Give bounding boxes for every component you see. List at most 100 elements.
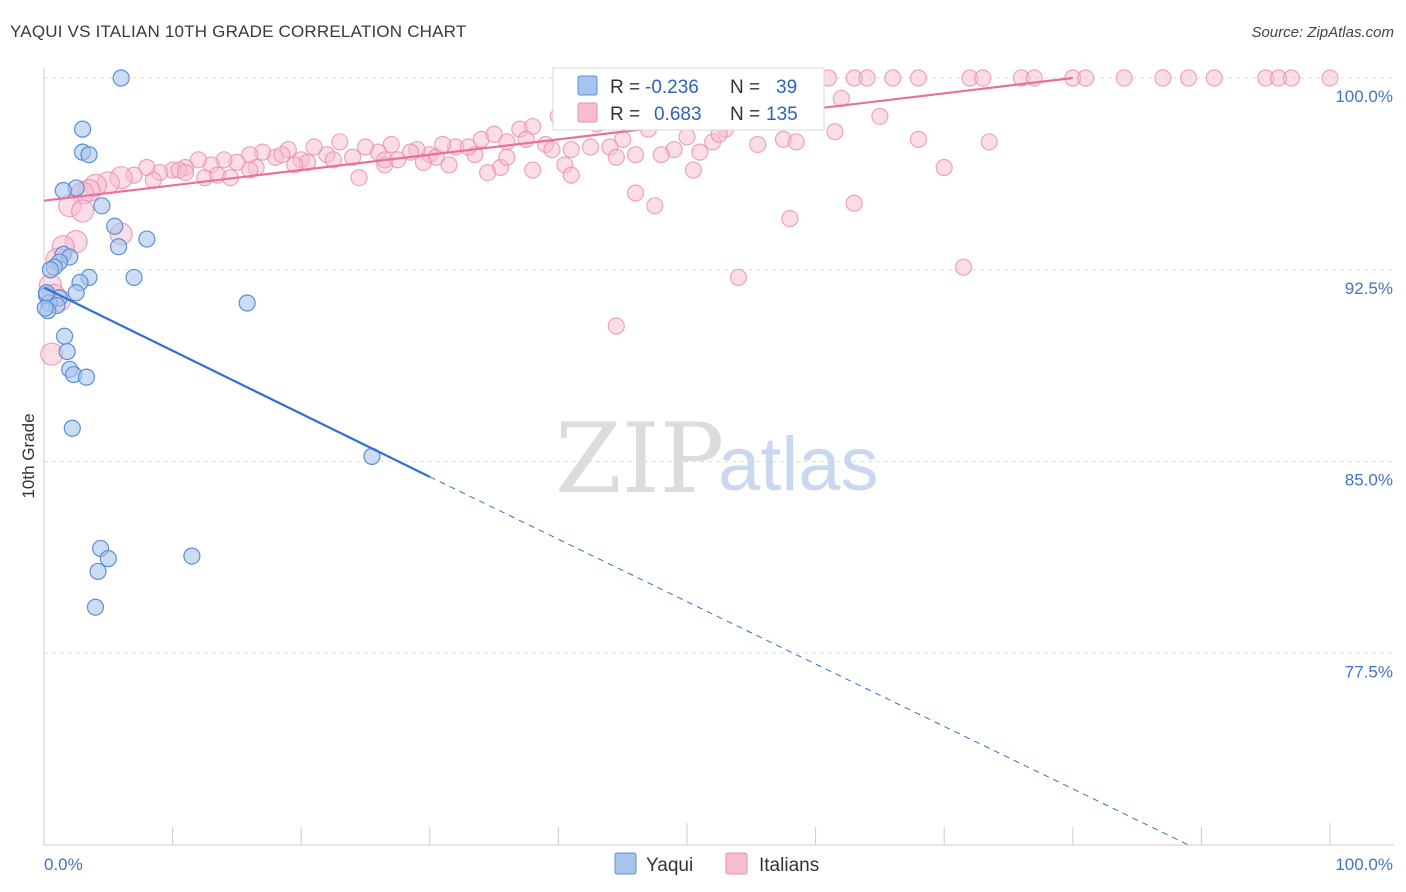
- italians-point: [749, 135, 767, 154]
- italians-point: [980, 133, 998, 151]
- y-tick-label-0: 77.5%: [1345, 662, 1393, 681]
- yaqui-point: [99, 550, 117, 568]
- legend-italians-label: Italians: [759, 855, 819, 876]
- italians-point: [344, 148, 362, 166]
- watermark-atlas: atlas: [718, 422, 879, 507]
- yaqui-r-label: R =: [610, 77, 640, 98]
- yaqui-trend-line: [43, 286, 431, 478]
- yaqui-swatch: [577, 75, 598, 96]
- italians-point: [781, 210, 799, 228]
- yaqui-point: [106, 217, 124, 235]
- italians-point: [273, 146, 291, 164]
- italians-point: [524, 161, 542, 179]
- italians-point: [350, 169, 368, 187]
- italians-r-label: R =: [610, 104, 640, 125]
- italians-point: [382, 135, 400, 154]
- italians-point: [626, 184, 645, 202]
- italians-point: [691, 143, 709, 161]
- italians-point: [581, 138, 600, 156]
- yaqui-point: [54, 181, 72, 200]
- italians-point: [652, 146, 670, 164]
- yaqui-point: [89, 562, 107, 581]
- italians-point: [1282, 69, 1301, 87]
- legend-italians-swatch: [725, 852, 748, 875]
- italians-point: [189, 151, 207, 169]
- italians-point: [646, 197, 664, 215]
- italians-point: [331, 133, 349, 151]
- yaqui-points: [36, 69, 381, 616]
- italians-point: [1205, 69, 1223, 87]
- stats-legend-box: [552, 67, 825, 131]
- y-tick-labels: 77.5% 85.0% 92.5% 100.0%: [1335, 87, 1393, 681]
- italians-point: [440, 156, 458, 174]
- italians-point: [1179, 69, 1198, 87]
- yaqui-point: [63, 419, 81, 437]
- italians-point: [909, 130, 928, 148]
- italians-point: [607, 317, 625, 335]
- x-tick-labels: 0.0% 100.0%: [44, 855, 1393, 874]
- italians-point: [858, 69, 876, 87]
- yaqui-r-value: -0.236: [645, 77, 699, 98]
- italians-point: [498, 148, 516, 166]
- italians-point: [479, 163, 497, 182]
- italians-point: [684, 161, 703, 179]
- italians-point: [1077, 69, 1095, 87]
- italians-point: [845, 194, 863, 212]
- italians-point: [954, 258, 973, 276]
- italians-point: [286, 156, 304, 174]
- italians-point: [884, 69, 902, 87]
- chart-title: YAQUI VS ITALIAN 10TH GRADE CORRELATION …: [10, 22, 467, 41]
- legend-yaqui-swatch: [614, 852, 637, 875]
- x-tick-label-1: 100.0%: [1335, 855, 1393, 874]
- y-tick-label-1: 85.0%: [1345, 471, 1393, 490]
- italians-point: [434, 135, 452, 154]
- italians-point: [909, 69, 928, 87]
- italians-point: [562, 166, 580, 184]
- yaqui-point: [125, 268, 143, 287]
- y-tick-label-2: 92.5%: [1345, 279, 1393, 298]
- y-axis-label: 10th Grade: [19, 413, 38, 498]
- italians-point: [871, 107, 889, 125]
- italians-point: [1154, 69, 1172, 87]
- yaqui-point: [58, 342, 76, 361]
- yaqui-point: [67, 284, 85, 302]
- yaqui-point: [73, 120, 92, 138]
- watermark: ZIP atlas: [555, 403, 879, 515]
- italians-point: [678, 128, 696, 146]
- italians-point: [356, 138, 375, 156]
- italians-point: [607, 148, 625, 166]
- italians-point: [241, 161, 259, 179]
- italians-point: [305, 138, 323, 156]
- italians-point: [562, 140, 580, 159]
- italians-point: [826, 123, 844, 141]
- italians-n-label: N =: [730, 104, 760, 125]
- italians-point: [543, 140, 561, 159]
- italians-point: [459, 138, 477, 156]
- italians-point: [1115, 69, 1133, 87]
- italians-point: [729, 268, 748, 287]
- italians-point: [485, 125, 503, 143]
- yaqui-point: [80, 146, 98, 164]
- italians-point: [144, 171, 162, 189]
- source-label: Source: ZipAtlas.com: [1251, 24, 1394, 41]
- italians-point: [70, 199, 95, 223]
- italians-point: [626, 146, 645, 164]
- stats-legend: R = -0.236 N = 39 R = 0.683 N = 135: [552, 67, 825, 131]
- italians-point: [974, 69, 992, 87]
- axes: [43, 68, 1394, 846]
- yaqui-n-value: 39: [776, 77, 797, 98]
- yaqui-point: [109, 238, 128, 256]
- yaqui-point: [112, 69, 130, 87]
- italians-trend-line: [43, 76, 1073, 202]
- trend-lines: [43, 76, 1189, 846]
- yaqui-point: [238, 294, 256, 312]
- watermark-zip: ZIP: [555, 403, 724, 515]
- italians-point: [176, 163, 195, 182]
- yaqui-n-label: N =: [730, 77, 760, 98]
- y-tick-label-3: 100.0%: [1335, 87, 1393, 106]
- yaqui-point: [36, 299, 54, 317]
- yaqui-point: [86, 598, 105, 616]
- italians-n-value: 135: [766, 104, 798, 125]
- italians-point: [787, 133, 805, 151]
